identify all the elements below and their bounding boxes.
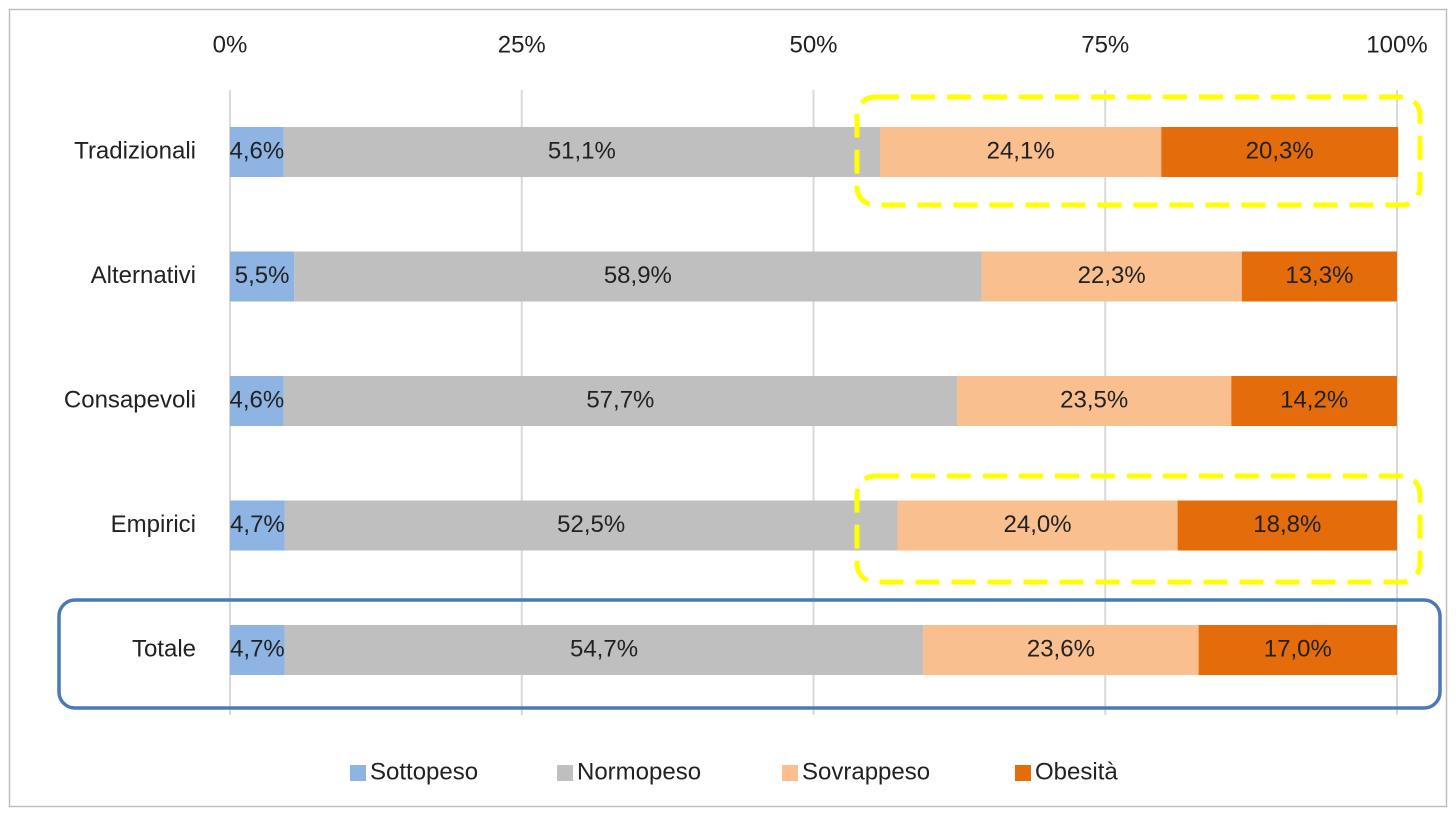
y-tick-label: Alternativi: [91, 262, 196, 289]
highlight-box: [854, 94, 1423, 208]
value-label: 51,1%: [548, 137, 616, 164]
value-label: 23,5%: [1060, 386, 1128, 413]
bar-segment: [1198, 625, 1397, 675]
legend-swatch: [1015, 765, 1031, 781]
bar-segment: [957, 376, 1232, 426]
bar-segment: [283, 376, 958, 426]
value-label: 22,3%: [1078, 262, 1146, 289]
value-label: 24,0%: [1004, 511, 1072, 538]
value-label: 5,5%: [235, 262, 290, 289]
value-label: 57,7%: [586, 386, 654, 413]
y-tick-label: Tradizionali: [74, 137, 196, 164]
legend-label: Sovrappeso: [802, 758, 930, 785]
bar-segment: [284, 625, 924, 675]
bar-segment: [230, 625, 285, 675]
x-tick-label: 75%: [1081, 31, 1129, 58]
value-label: 20,3%: [1246, 137, 1314, 164]
bar-segment: [880, 127, 1162, 177]
value-label: 54,7%: [570, 635, 638, 662]
value-label: 13,3%: [1285, 262, 1353, 289]
legend-label: Sottopeso: [370, 758, 478, 785]
value-label: 23,6%: [1027, 635, 1095, 662]
value-label: 52,5%: [557, 511, 625, 538]
bar-segment: [294, 251, 982, 302]
bar-segment: [230, 251, 295, 302]
value-label: 4,6%: [229, 386, 284, 413]
value-label: 4,6%: [229, 137, 284, 164]
legend-label: Normopeso: [577, 758, 701, 785]
x-tick-label: 50%: [789, 31, 837, 58]
legend-swatch: [557, 765, 573, 781]
legend-label: Obesità: [1035, 758, 1118, 785]
total-box: [57, 598, 1442, 710]
bar-segment: [1241, 251, 1397, 302]
y-tick-label: Totale: [132, 635, 196, 662]
bar-segment: [1177, 500, 1397, 551]
x-tick-label: 100%: [1366, 31, 1427, 58]
value-label: 17,0%: [1264, 635, 1332, 662]
bar-segment: [230, 500, 285, 551]
x-tick-label: 0%: [213, 31, 248, 58]
value-label: 4,7%: [230, 511, 285, 538]
value-label: 4,7%: [230, 635, 285, 662]
highlight-box: [854, 473, 1423, 585]
bar-segment: [1231, 376, 1397, 426]
value-label: 58,9%: [604, 262, 672, 289]
bar-segment: [284, 500, 898, 551]
legend-swatch: [350, 765, 366, 781]
y-tick-label: Empirici: [111, 511, 196, 538]
value-label: 24,1%: [987, 137, 1055, 164]
x-tick-label: 25%: [498, 31, 546, 58]
bar-segment: [1161, 127, 1399, 177]
value-label: 18,8%: [1253, 511, 1321, 538]
bar-segment: [897, 500, 1178, 551]
legend-swatch: [782, 765, 798, 781]
value-label: 14,2%: [1280, 386, 1348, 413]
bar-segment: [283, 127, 881, 177]
y-tick-label: Consapevoli: [64, 386, 196, 413]
bar-segment: [923, 625, 1199, 675]
bar-segment: [230, 127, 284, 177]
bar-segment: [230, 376, 284, 426]
bar-segment: [981, 251, 1242, 302]
